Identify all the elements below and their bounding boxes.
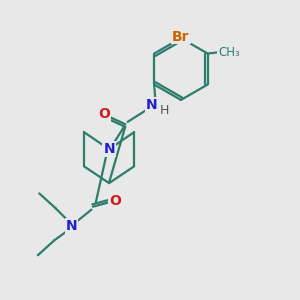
- Text: H: H: [160, 104, 169, 117]
- Text: N: N: [146, 98, 158, 112]
- Text: N: N: [66, 219, 77, 233]
- Text: N: N: [103, 142, 115, 156]
- Text: CH₃: CH₃: [218, 46, 240, 59]
- Text: O: O: [109, 194, 121, 208]
- Text: Br: Br: [172, 30, 190, 44]
- Text: O: O: [98, 107, 110, 121]
